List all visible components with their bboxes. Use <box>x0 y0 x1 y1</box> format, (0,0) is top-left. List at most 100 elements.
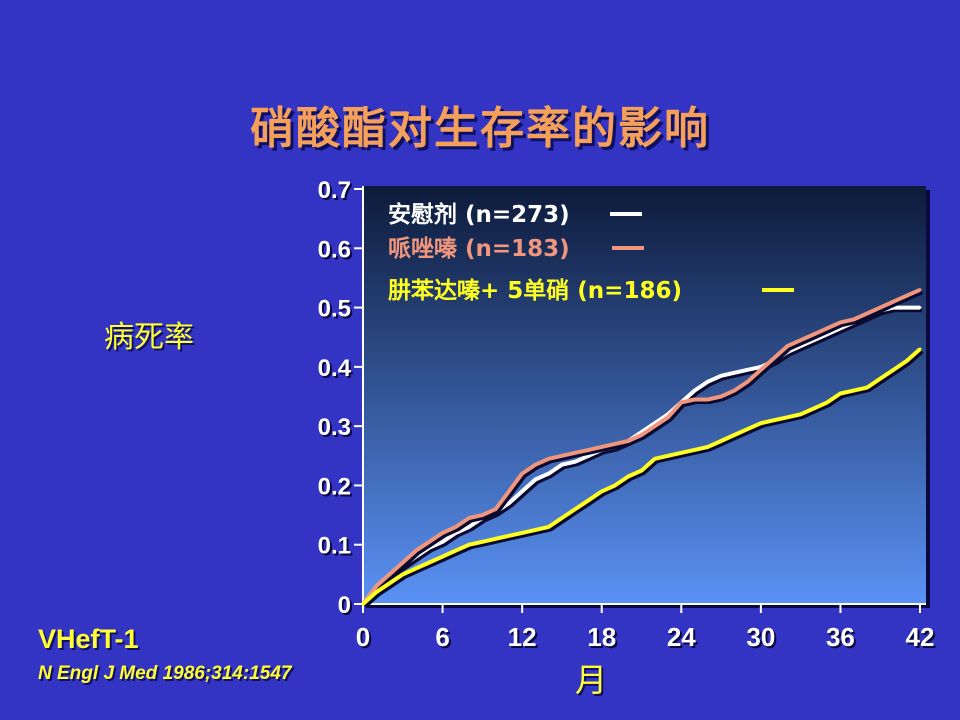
x-tick-label-shadow: 30 <box>748 624 777 654</box>
legend-label: 安慰剂 (n=273) <box>388 201 570 228</box>
series-point-3 <box>613 483 617 487</box>
y-tick-label-shadow: 0.4 <box>320 357 354 384</box>
x-tick-label: 66 <box>435 622 451 654</box>
series-point-3 <box>746 427 750 431</box>
series-point-3 <box>454 549 458 553</box>
x-tick-label-text: 12 <box>508 622 537 652</box>
series-point-1 <box>560 463 564 467</box>
x-tick-label-shadow: 24 <box>669 624 698 654</box>
series-point-1 <box>533 478 537 481</box>
y-axis-label: 病死率 <box>104 320 194 355</box>
y-tick-label-shadow: 0.1 <box>320 535 353 562</box>
series-point-2 <box>600 445 604 449</box>
y-tick-label-shadow: 0.3 <box>320 416 353 443</box>
series-point-1 <box>547 472 551 476</box>
series-point-3 <box>427 561 431 564</box>
series-point-3 <box>799 412 803 416</box>
series-point-2 <box>467 516 471 520</box>
y-tick-label: 00 <box>338 592 353 621</box>
legend: 安慰剂 (n=273) 哌唑嗪 (n=183) 肼苯达嗪+ 5单硝 (n=186) <box>388 201 794 304</box>
series-point-3 <box>653 457 657 461</box>
series-point-1 <box>746 368 750 372</box>
series-point-1 <box>719 374 723 378</box>
series-point-3 <box>560 516 564 520</box>
series-lines <box>361 287 924 608</box>
series-point-1 <box>573 460 577 464</box>
y-tick-label-text: 0.5 <box>318 296 351 323</box>
series-point-2 <box>560 454 564 458</box>
x-axis-label: 月 <box>575 661 608 699</box>
legend-entry-1: 安慰剂 (n=273) <box>388 201 642 228</box>
x-tick-label-text: 18 <box>587 622 616 652</box>
series-point-3 <box>759 421 763 425</box>
series-point-1 <box>706 380 710 384</box>
y-tick-label: 0.40.4 <box>318 355 354 384</box>
series-line-shadow-2 <box>362 289 924 608</box>
x-tick-label-shadow: 0 <box>358 624 372 654</box>
series-point-3 <box>587 498 590 502</box>
legend-entry-3: 肼苯达嗪+ 5单硝 (n=186) <box>388 278 794 304</box>
series-point-3 <box>852 389 856 393</box>
series-point-3 <box>388 581 391 585</box>
series-point-3 <box>772 418 776 422</box>
y-tick-label-text: 0.2 <box>318 473 351 500</box>
series-point-3 <box>666 454 670 458</box>
series-point-3 <box>441 555 445 559</box>
series-point-2 <box>892 300 895 304</box>
series-point-2 <box>799 338 803 342</box>
series-point-3 <box>573 507 577 511</box>
legend-label: 肼苯达嗪+ 5单硝 (n=186) <box>388 278 682 304</box>
x-tick-label-text: 36 <box>826 622 855 652</box>
series-point-2 <box>441 531 445 535</box>
series-point-3 <box>785 415 789 419</box>
series-point-3 <box>719 439 723 443</box>
series-point-2 <box>626 439 630 443</box>
x-tick-label-text: 30 <box>746 622 775 652</box>
series-point-2 <box>613 442 617 446</box>
y-tick-label-shadow: 0.2 <box>320 475 353 502</box>
x-tick-label-shadow: 42 <box>908 624 937 654</box>
series-point-2 <box>480 513 484 517</box>
y-tick-label: 0.20.2 <box>318 473 353 502</box>
series-point-2 <box>785 344 789 348</box>
series-point-2 <box>427 540 431 544</box>
series-point-1 <box>918 306 922 310</box>
y-tick-label-text: 0.4 <box>318 355 352 382</box>
series-point-2 <box>706 398 710 401</box>
series-point-1 <box>507 501 511 505</box>
series-point-2 <box>918 288 922 292</box>
series-point-3 <box>865 386 869 390</box>
series-point-1 <box>467 525 471 529</box>
series-point-3 <box>825 400 829 404</box>
y-tick-label: 0.70.7 <box>318 177 353 206</box>
y-tick-label-shadow: 0 <box>340 594 353 621</box>
series-point-2 <box>719 395 723 398</box>
legend-entry-2: 哌唑嗪 (n=183) <box>388 235 644 262</box>
series-point-3 <box>374 590 378 594</box>
series-point-3 <box>547 525 551 529</box>
series-point-2 <box>838 320 842 324</box>
series-point-3 <box>600 489 604 493</box>
series-point-2 <box>759 368 763 372</box>
series-point-2 <box>507 489 511 493</box>
series-point-3 <box>838 392 842 395</box>
series-point-3 <box>693 448 696 452</box>
series-point-3 <box>480 540 484 544</box>
y-tick-label-text: 0.6 <box>318 236 351 263</box>
series-point-1 <box>520 489 524 493</box>
series-point-2 <box>587 448 590 452</box>
x-tick-label-shadow: 36 <box>828 624 857 654</box>
series-point-3 <box>626 475 630 478</box>
series-point-3 <box>361 602 365 606</box>
series-point-3 <box>892 368 895 372</box>
x-tick-label-shadow: 6 <box>437 624 451 654</box>
series-point-2 <box>520 472 524 476</box>
series-point-2 <box>388 572 391 576</box>
series-point-3 <box>812 406 816 410</box>
series-point-2 <box>573 451 577 455</box>
